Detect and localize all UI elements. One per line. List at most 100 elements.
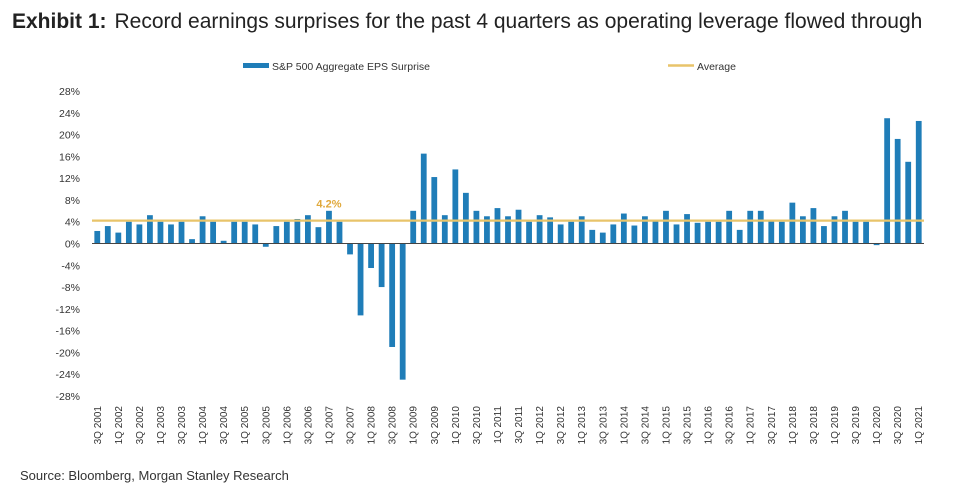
x-tick-label: 3Q 2013 xyxy=(598,406,609,445)
y-tick-label: -28% xyxy=(55,391,80,403)
bar xyxy=(136,224,143,244)
bar xyxy=(778,221,785,244)
x-tick-label: 3Q 2020 xyxy=(893,406,904,445)
bar xyxy=(547,217,554,244)
x-tick-label: 1Q 2021 xyxy=(914,406,925,445)
bar xyxy=(157,221,164,244)
bar xyxy=(863,221,869,244)
x-tick-label: 3Q 2009 xyxy=(430,406,441,445)
bar xyxy=(852,221,859,244)
bar xyxy=(168,224,174,244)
bar xyxy=(673,224,680,244)
x-tick-label: 1Q 2019 xyxy=(830,406,841,445)
bar xyxy=(663,210,669,244)
bar xyxy=(610,224,617,244)
x-tick-label: 1Q 2002 xyxy=(114,406,125,445)
x-tick-label: 3Q 2018 xyxy=(809,406,820,445)
bar xyxy=(705,221,711,244)
x-tick-label: 3Q 2008 xyxy=(388,406,399,445)
bar xyxy=(557,224,564,244)
bar xyxy=(726,210,733,244)
bar xyxy=(452,169,459,244)
exhibit-number: Exhibit 1: xyxy=(12,10,107,33)
y-tick-label: 0% xyxy=(65,239,80,251)
x-tick-label: 3Q 2006 xyxy=(303,406,314,445)
y-tick-label: 28% xyxy=(59,86,80,98)
x-tick-label: 3Q 2005 xyxy=(261,406,272,445)
x-tick-label: 3Q 2017 xyxy=(767,406,778,445)
bar xyxy=(283,221,290,244)
bar xyxy=(378,243,385,288)
y-tick-label: -4% xyxy=(61,260,80,272)
bar xyxy=(347,243,353,255)
x-tick-label: 1Q 2011 xyxy=(493,406,504,444)
bar xyxy=(473,210,480,244)
bar xyxy=(884,118,891,244)
bar xyxy=(536,215,543,244)
legend-series-label: S&P 500 Aggregate EPS Surprise xyxy=(272,61,430,73)
bar xyxy=(178,221,185,244)
x-tick-label: 1Q 2007 xyxy=(324,406,335,445)
bar xyxy=(389,243,396,347)
x-tick-label: 1Q 2005 xyxy=(240,406,251,445)
bar xyxy=(894,138,901,244)
y-tick-label: 4% xyxy=(65,217,80,229)
x-tick-label: 1Q 2009 xyxy=(409,406,420,445)
bar xyxy=(747,210,754,244)
bar xyxy=(252,224,259,244)
bar xyxy=(620,213,627,244)
y-tick-label: -16% xyxy=(55,326,80,338)
bar xyxy=(642,216,648,244)
x-tick-label: 1Q 2014 xyxy=(619,406,630,445)
x-tick-label: 3Q 2011 xyxy=(514,406,525,444)
legend-average-label: Average xyxy=(697,61,736,73)
y-tick-label: -12% xyxy=(55,304,80,316)
y-tick-label: 12% xyxy=(59,173,80,185)
x-tick-label: 3Q 2002 xyxy=(135,406,146,445)
bar xyxy=(147,215,153,244)
x-tick-label: 1Q 2012 xyxy=(535,406,546,445)
x-tick-label: 3Q 2007 xyxy=(346,406,357,445)
bar xyxy=(484,216,490,244)
x-tick-label: 1Q 2016 xyxy=(704,406,715,445)
x-tick-label: 3Q 2015 xyxy=(683,406,694,445)
bar xyxy=(842,210,848,244)
bar xyxy=(526,221,532,244)
legend-series-swatch xyxy=(243,63,269,68)
bar xyxy=(652,220,659,244)
bar xyxy=(599,232,606,244)
bar xyxy=(631,225,638,244)
x-tick-label: 3Q 2014 xyxy=(640,406,651,445)
bar xyxy=(210,221,217,244)
bar xyxy=(441,215,448,244)
y-tick-label: -8% xyxy=(61,282,80,294)
bar xyxy=(694,222,701,244)
bar xyxy=(505,216,511,244)
x-tick-label: 3Q 2012 xyxy=(556,406,567,445)
bar xyxy=(125,221,132,244)
bar xyxy=(799,216,806,244)
x-tick-label: 3Q 2010 xyxy=(472,406,483,445)
bar xyxy=(736,229,743,244)
bar xyxy=(789,202,796,244)
x-tick-label: 1Q 2013 xyxy=(577,406,588,445)
bar xyxy=(294,218,301,244)
bar xyxy=(715,221,722,244)
bar xyxy=(873,243,880,246)
eps-surprise-chart: S&P 500 Aggregate EPS Surprise Average 28%… xyxy=(55,61,925,445)
bar xyxy=(431,177,438,244)
x-tick-label: 1Q 2006 xyxy=(282,406,293,445)
bar xyxy=(115,232,122,244)
x-tick-label: 3Q 2003 xyxy=(177,406,188,445)
y-tick-label: -20% xyxy=(55,347,80,359)
bar xyxy=(462,192,469,244)
x-tick-label: 1Q 2004 xyxy=(198,406,209,445)
bar xyxy=(262,243,269,247)
x-tick-label: 3Q 2019 xyxy=(851,406,862,445)
x-tick-label: 1Q 2020 xyxy=(872,406,883,445)
bar xyxy=(326,210,332,244)
bar xyxy=(399,243,406,380)
average-annotation: 4.2% xyxy=(316,199,341,211)
x-tick-label: 3Q 2016 xyxy=(725,406,736,445)
y-tick-label: 16% xyxy=(59,151,80,163)
